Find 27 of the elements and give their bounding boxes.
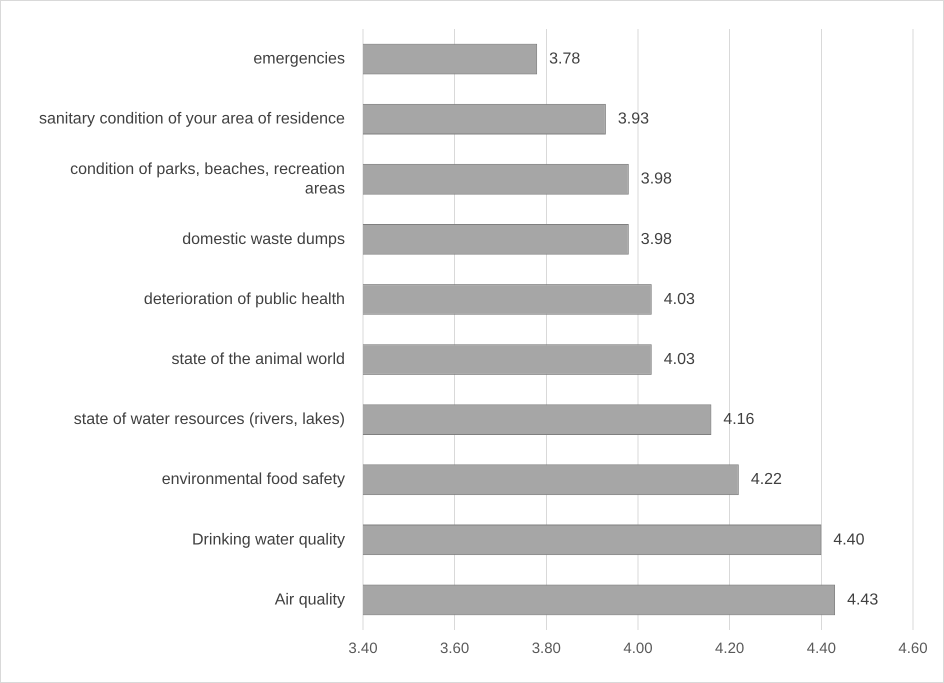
y-tick-label: environmental food safety — [162, 471, 345, 488]
data-label: 4.22 — [750, 471, 782, 488]
y-tick-label: state of the animal world — [172, 350, 345, 368]
y-tick-label: deterioration of public health — [144, 290, 345, 308]
y-tick-label: emergencies — [253, 50, 345, 68]
y-tick-label: Air quality — [274, 591, 345, 608]
x-tick-label: 3.80 — [532, 640, 561, 658]
x-tick-label: 4.40 — [806, 640, 836, 658]
data-label: 4.16 — [723, 411, 755, 428]
x-tick-label: 4.00 — [623, 640, 653, 658]
y-tick-label: sanitary condition of your area of residence — [39, 110, 346, 128]
data-label: 4.03 — [664, 290, 695, 308]
data-label: 3.78 — [549, 50, 580, 68]
y-tick-label: domestic waste dumps — [182, 230, 345, 248]
y-tick-label: Drinking water quality — [192, 531, 345, 548]
data-label: 4.43 — [847, 591, 878, 608]
data-label: 3.98 — [640, 170, 672, 188]
data-label: 3.98 — [640, 230, 672, 248]
y-tick-label: state of water resources (rivers, lakes) — [74, 411, 345, 428]
data-label: 4.03 — [664, 350, 695, 368]
x-tick-label: 4.20 — [715, 640, 744, 658]
y-tick-label: condition of parks, beaches, recreation areas — [70, 161, 345, 198]
x-tick-label: 4.60 — [898, 640, 928, 658]
x-tick-label: 3.60 — [440, 640, 470, 658]
data-label: 3.93 — [618, 110, 650, 128]
x-tick-label: 3.40 — [348, 640, 378, 658]
data-label: 4.40 — [833, 531, 865, 548]
